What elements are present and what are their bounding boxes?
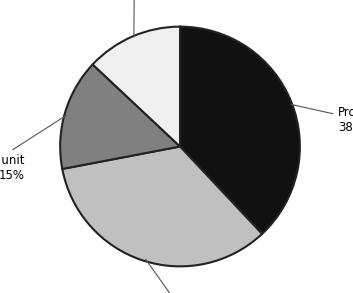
Text: Network
between units
34%: Network between units 34%	[146, 259, 244, 293]
Wedge shape	[180, 27, 300, 234]
Text: Projects
38%: Projects 38%	[291, 104, 353, 134]
Text: Included in
another unit
13%: Included in another unit 13%	[98, 0, 171, 37]
Wedge shape	[60, 64, 180, 169]
Wedge shape	[62, 146, 262, 266]
Wedge shape	[92, 27, 180, 146]
Text: Separate unit
15%: Separate unit 15%	[0, 115, 66, 182]
